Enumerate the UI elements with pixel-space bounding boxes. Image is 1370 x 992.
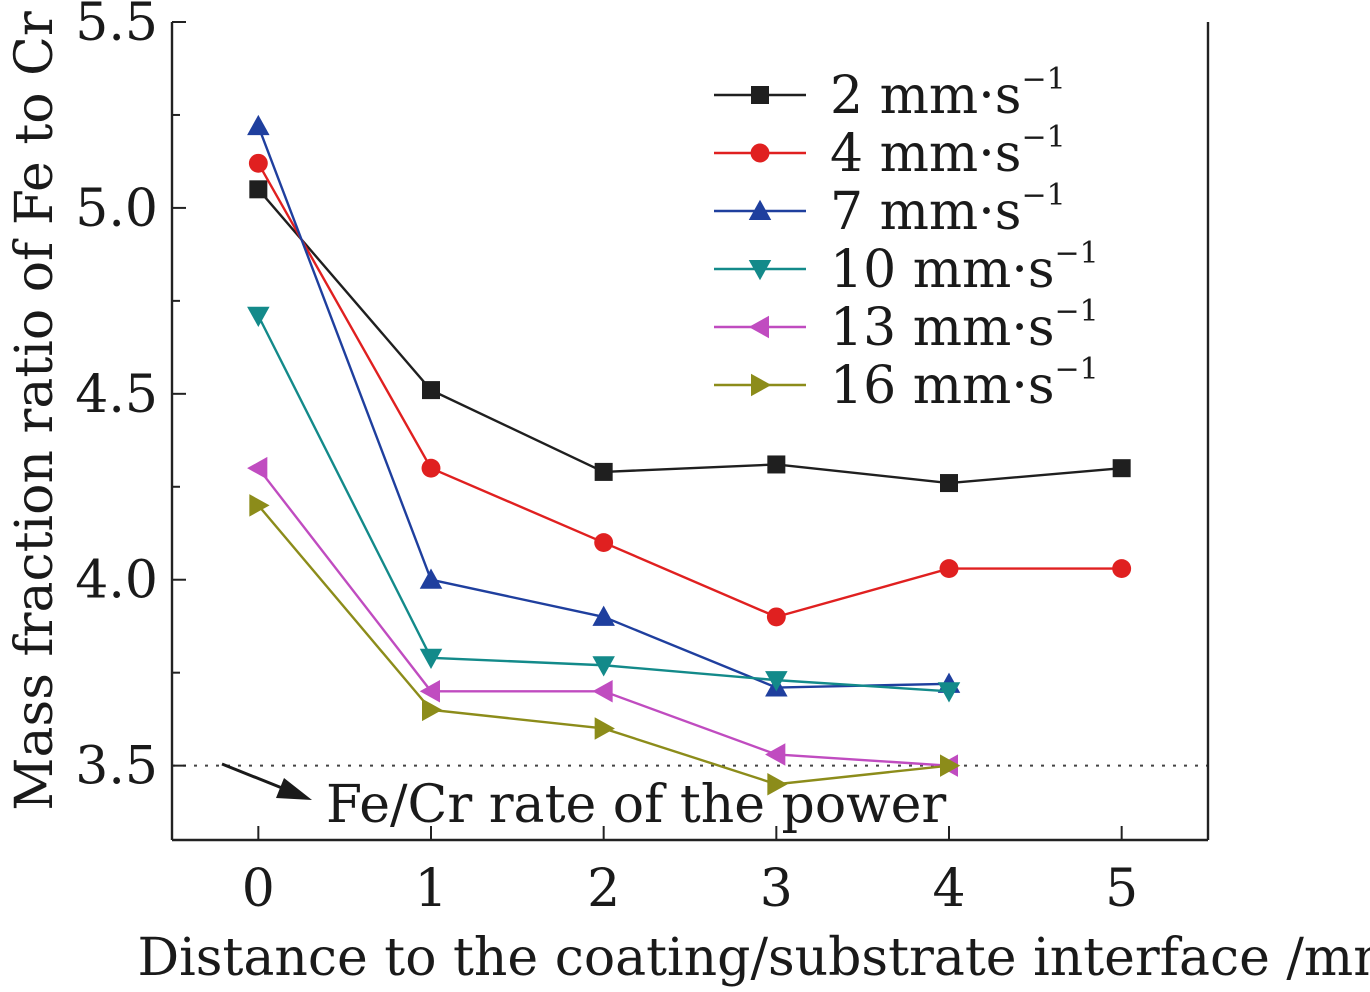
legend-entry: 4 mm·s−1 [714, 120, 1066, 184]
legend-label-sup: −1 [1055, 294, 1099, 329]
legend-label: 10 mm·s−1 [830, 236, 1099, 300]
series-0 [249, 180, 1131, 493]
y-tick-label: 5.5 [75, 0, 158, 53]
data-point [767, 772, 788, 796]
y-tick-label: 5.0 [75, 179, 158, 239]
annotation-arrow-head [276, 778, 312, 800]
data-point [247, 306, 270, 327]
data-point [594, 462, 613, 481]
series-3 [247, 306, 961, 703]
y-tick-label: 4.5 [75, 365, 158, 425]
data-point [1112, 559, 1132, 579]
y-tick-label: 4.0 [75, 551, 158, 611]
data-point [1112, 459, 1131, 478]
legend-entry: 13 mm·s−1 [714, 294, 1099, 358]
legend-label-sup: −1 [1021, 62, 1065, 97]
legend-marker [750, 143, 770, 163]
data-point [765, 671, 788, 692]
data-point [422, 381, 440, 400]
legend-entry: 7 mm·s−1 [714, 178, 1066, 242]
legend-marker [751, 373, 772, 397]
x-axis-title: Distance to the coating/substrate interf… [137, 928, 1370, 988]
data-point [419, 568, 443, 589]
legend-entry: 10 mm·s−1 [714, 236, 1099, 300]
x-tick-label: 1 [414, 859, 447, 919]
x-tick-label: 4 [932, 859, 965, 919]
legend-marker [748, 199, 772, 220]
data-point [419, 680, 440, 703]
data-point [594, 717, 615, 740]
legend-label-sup: −1 [1021, 120, 1065, 155]
data-point [594, 533, 614, 552]
legend-label-sup: −1 [1021, 178, 1065, 213]
data-point [247, 114, 270, 136]
data-point [766, 607, 786, 627]
data-point [940, 474, 958, 493]
legend-marker [748, 315, 769, 339]
series-line [257, 162, 1122, 619]
legend-label: 16 mm·s−1 [830, 352, 1099, 416]
legend: 2 mm·s−14 mm·s−17 mm·s−110 mm·s−113 mm·s… [714, 62, 1099, 416]
data-point [248, 153, 268, 173]
x-tick-label: 0 [242, 859, 275, 919]
data-point [249, 494, 270, 517]
legend-entry: 16 mm·s−1 [714, 352, 1099, 416]
x-tick-label: 2 [587, 859, 620, 919]
y-axis-title: Mass fraction ratio of Fe to Cr [5, 11, 65, 811]
legend-label: 4 mm·s−1 [830, 120, 1066, 184]
axes-layer: 0 1 2 3 4 5 3.5 4.0 4.5 5.0 5.5 Distance to the coa… [5, 0, 1370, 988]
y-tick-label: 3.5 [75, 737, 158, 797]
data-point [422, 698, 443, 722]
annotation: Fe/Cr rate of the power [221, 762, 946, 835]
data-point [940, 754, 961, 777]
annotation-text: Fe/Cr rate of the power [326, 775, 946, 835]
data-point [767, 455, 786, 474]
data-point [937, 682, 961, 703]
data-point [939, 559, 959, 579]
series-line [257, 188, 1122, 485]
legend-label: 7 mm·s−1 [830, 178, 1066, 242]
data-point [421, 458, 441, 478]
data-point [592, 656, 615, 677]
series-5 [249, 494, 961, 796]
legend-label: 2 mm·s−1 [830, 62, 1066, 126]
legend-label-sup: −1 [1055, 236, 1099, 271]
series-layer [247, 114, 1132, 796]
data-point [419, 648, 443, 670]
data-point [765, 743, 786, 766]
x-tick-label: 5 [1105, 859, 1138, 919]
data-point [592, 605, 615, 626]
data-point [249, 180, 268, 199]
legend-label-sup: −1 [1055, 352, 1099, 387]
legend-marker [751, 86, 769, 104]
annotation-layer: Fe/Cr rate of the power [221, 762, 946, 835]
legend-entry: 2 mm·s−1 [714, 62, 1066, 126]
legend-label: 13 mm·s−1 [830, 294, 1099, 358]
data-point [592, 680, 613, 703]
data-point [247, 456, 268, 480]
legend-marker [748, 260, 772, 281]
series-1 [248, 153, 1132, 627]
x-tick-label: 3 [760, 859, 793, 919]
